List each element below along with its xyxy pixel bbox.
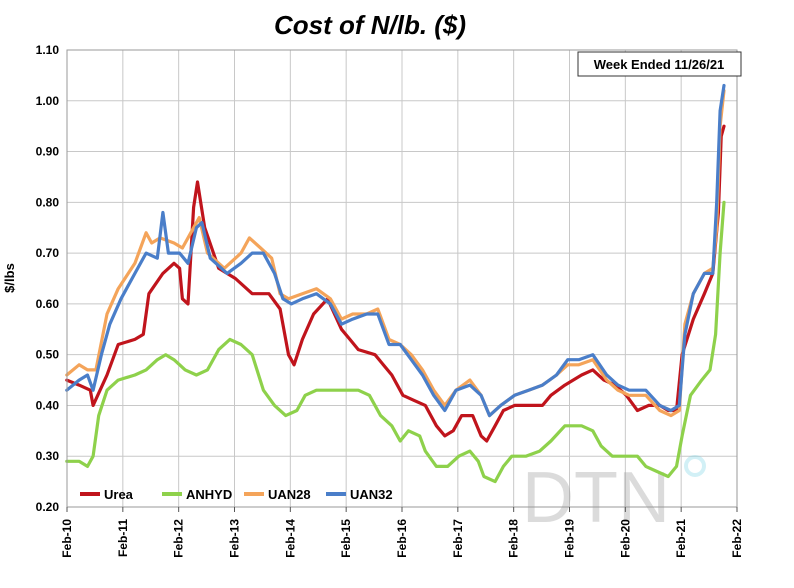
legend-label: Urea	[104, 487, 134, 502]
x-tick-label: Feb-17	[451, 519, 465, 558]
series-line-urea	[65, 124, 726, 443]
x-tick-label: Feb-14	[283, 519, 297, 558]
x-tick-label: Feb-19	[563, 519, 577, 558]
y-tick-label: 0.40	[36, 398, 60, 412]
x-tick-label: Feb-11	[116, 519, 130, 557]
watermark-dot-icon	[684, 455, 706, 477]
watermark-text: DTN	[522, 458, 670, 538]
x-tick-label: Feb-16	[395, 519, 409, 558]
legend-label: UAN32	[350, 487, 393, 502]
legend-label: ANHYD	[186, 487, 232, 502]
y-tick-label: 1.10	[36, 43, 60, 57]
legend-label: UAN28	[268, 487, 311, 502]
y-axis-ticks: 0.20 0.30 0.40 0.50 0.60 0.70 0.80 0.90 1.00 1.10	[36, 43, 60, 514]
x-tick-label: Feb-13	[228, 519, 242, 558]
x-tick-label: Feb-21	[674, 519, 688, 558]
y-tick-label: 1.00	[36, 94, 60, 108]
x-tick-label: Feb-20	[618, 519, 632, 558]
y-tick-label: 0.20	[36, 500, 60, 514]
y-tick-label: 0.60	[36, 297, 60, 311]
x-axis-ticks: Feb-10 Feb-11 Feb-12 Feb-13 Feb-14 Feb-15 Feb-…	[60, 507, 744, 558]
y-tick-label: 0.50	[36, 348, 60, 362]
annotation-box	[577, 51, 742, 77]
x-tick-label: Feb-15	[339, 519, 353, 558]
y-tick-label: 0.80	[36, 195, 60, 209]
y-tick-label: 0.70	[36, 246, 60, 260]
week-annotation: Week Ended 11/26/21	[577, 51, 742, 77]
x-tick-label: Feb-22	[730, 519, 744, 558]
series-lines	[65, 83, 726, 484]
chart-title: Cost of N/lb. ($)	[273, 10, 467, 40]
y-axis-label: $/lbs	[2, 263, 17, 293]
series-line-uan32	[65, 83, 726, 418]
series-line-anhyd	[65, 200, 726, 484]
x-tick-label: Feb-10	[60, 519, 74, 558]
annotation-text: Week Ended 11/26/21	[594, 57, 725, 72]
x-tick-label: Feb-12	[172, 519, 186, 558]
legend: Urea ANHYD UAN28 UAN32	[80, 487, 393, 502]
x-tick-label: Feb-18	[507, 519, 521, 558]
y-tick-label: 0.90	[36, 145, 60, 159]
y-tick-label: 0.30	[36, 449, 60, 463]
dtn-watermark: DTN	[522, 455, 706, 538]
